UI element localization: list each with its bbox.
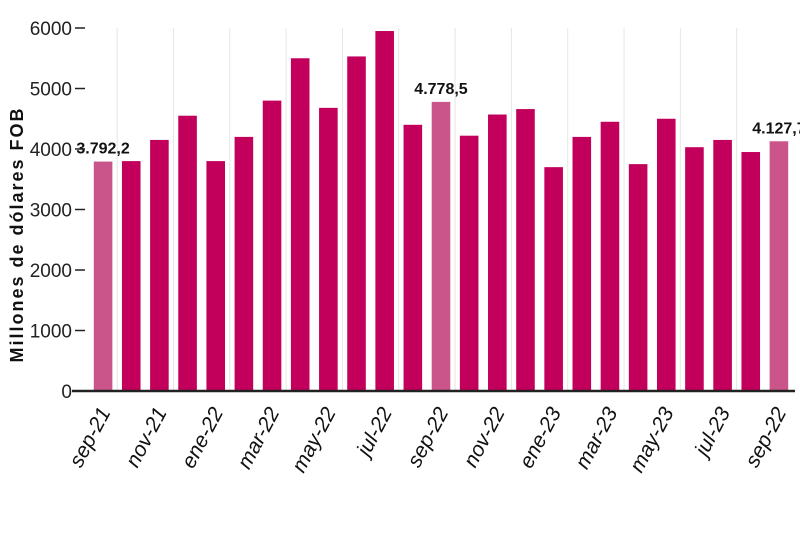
y-tick-label: 3000 [30,201,72,222]
x-axis-ticks: sep-21 nov-21 ene-22 mar-22 may-22 jul-22 sep-… [65,403,791,476]
x-tick-label: jul-22 [351,403,397,462]
x-tick-label: ene-22 [177,403,228,472]
grid-lines [116,28,738,391]
bar-jul-22 [375,31,394,392]
x-tick-label: mar-22 [233,403,285,472]
bar-mar-22 [262,100,282,391]
bar-feb-23 [572,136,592,391]
y-tick-label: 6000 [30,19,72,40]
y-tick-label: 1000 [30,322,72,343]
x-tick-label: sep-22 [741,403,792,471]
bar-sep-21 [93,161,113,391]
bar-sep-23 [769,141,789,391]
x-tick-label: may-23 [626,403,679,476]
x-tick-label: sep-21 [65,404,115,471]
bar-jun-22 [347,56,366,392]
bar-jul-23 [713,139,732,391]
y-tick-label: 0 [61,382,72,403]
bars [93,31,789,392]
bar-abr-23 [628,164,648,391]
bar-sep-22 [431,101,451,391]
bar-may-23 [656,118,676,391]
bar-jun-23 [685,147,704,391]
y-axis-title: Millones de dólares FOB [7,106,27,362]
x-tick-label: ene-23 [515,403,566,472]
y-tick-label: 5000 [30,80,72,101]
bar-feb-22 [234,136,254,391]
bar-may-22 [319,107,338,392]
y-axis-ticks: 0 1000 2000 3000 4000 5000 6000 [30,19,85,403]
bar-nov-21 [150,139,169,391]
bar-abr-22 [290,58,310,391]
bar-nov-22 [488,114,507,391]
data-label-sep-23: 4.127,7 [752,120,800,137]
bar-oct-21 [121,161,141,391]
x-tick-label: may-22 [288,403,341,476]
data-labels: 3.792,2 4.778,5 4.127,7 [76,81,800,158]
bar-ago-22 [403,124,423,392]
bar-dic-22 [516,109,535,391]
data-label-sep-22: 4.778,5 [414,81,467,98]
x-tick-label: nov-22 [459,403,510,471]
bar-ene-22 [206,161,226,391]
bar-mar-23 [600,121,620,392]
x-tick-label: jul-23 [689,403,735,462]
bar-ago-23 [741,152,761,391]
bar-ene-23 [544,167,563,391]
data-label-sep-21: 3.792,2 [76,141,129,158]
y-tick-label: 2000 [30,261,72,282]
x-tick-label: nov-21 [121,404,171,471]
x-tick-label: sep-22 [403,403,454,471]
y-tick-label: 4000 [30,140,72,161]
bar-oct-22 [459,135,479,391]
x-tick-label: mar-23 [571,403,623,472]
bar-dic-21 [178,115,197,391]
